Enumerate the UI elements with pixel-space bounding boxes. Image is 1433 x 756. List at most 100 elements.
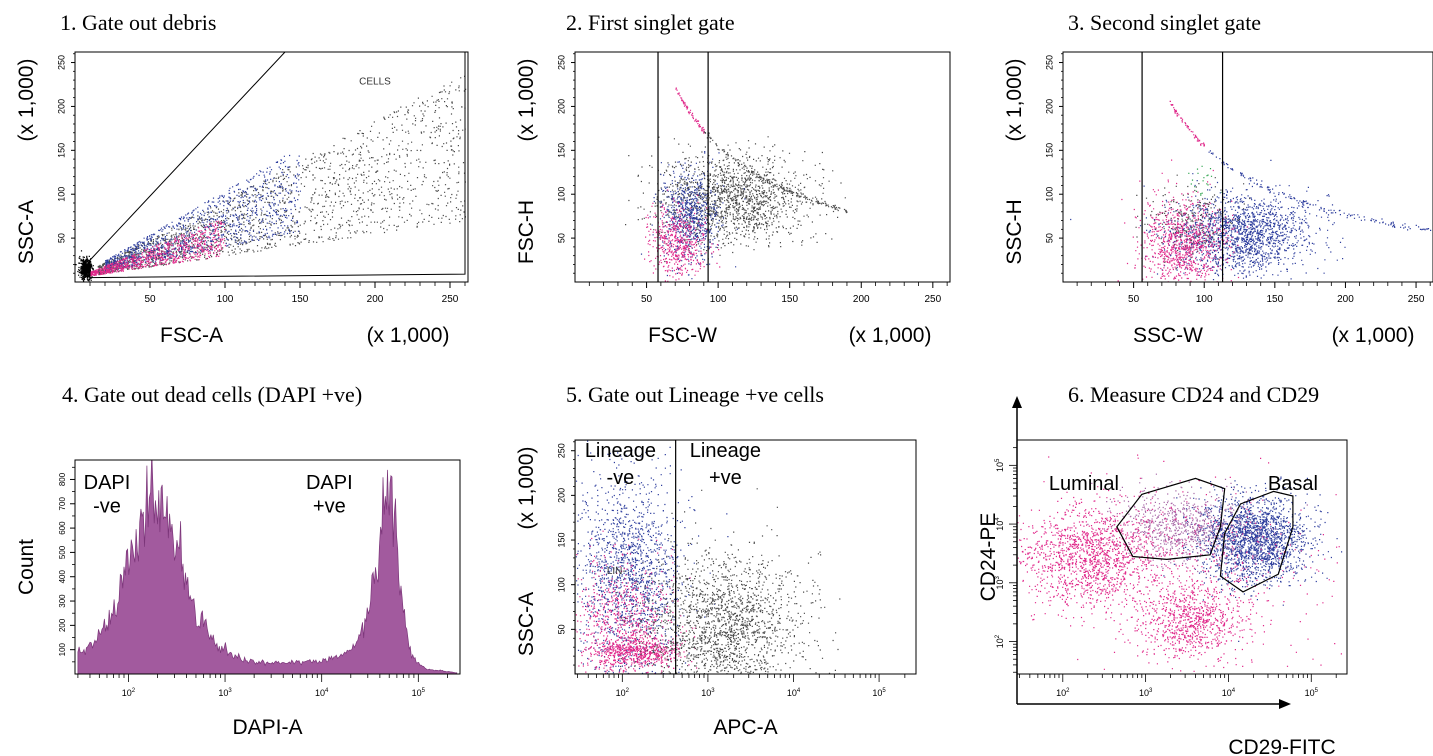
y-tick-label: 50 — [556, 233, 566, 243]
gate-rectangle — [575, 440, 677, 674]
data-points — [1163, 476, 1343, 642]
y-tick-label: 150 — [556, 143, 566, 158]
population-black — [75, 250, 94, 282]
data-points — [75, 250, 94, 282]
population-blue — [105, 154, 301, 273]
x-axis-label: DAPI-A — [232, 716, 302, 739]
population-blue — [640, 151, 746, 280]
y-tick-label: 50 — [56, 233, 66, 243]
plot-frame — [574, 439, 917, 675]
plot-area — [625, 52, 848, 282]
x-tick-label: 250 — [924, 294, 941, 305]
x-tick-label: 102 — [122, 688, 136, 698]
plot-frame — [1016, 439, 1348, 675]
y-tick-label: 250 — [556, 55, 566, 70]
population-magenta — [1169, 100, 1205, 147]
y-tick-label: 250 — [1044, 55, 1054, 70]
panel-6-title: 6. Measure CD24 and CD29 — [1068, 382, 1319, 407]
x-tick-label: 250 — [442, 294, 459, 305]
x-tick-label: 150 — [292, 294, 309, 305]
plot-frame — [74, 51, 469, 283]
data-points — [1087, 473, 1308, 580]
annotation-label: +ve — [709, 467, 742, 489]
x-tick-label: 102 — [1056, 688, 1070, 698]
population-blue — [575, 440, 729, 674]
x-axis-label: FSC-W — [648, 324, 717, 347]
y-tick-label: 150 — [1044, 143, 1054, 158]
plot-area — [1070, 52, 1432, 282]
plot-area — [75, 52, 467, 282]
y-tick-label: 100 — [58, 642, 67, 656]
gate-polygon — [89, 52, 466, 279]
data-points — [1169, 100, 1205, 147]
x-tick-label: 100 — [710, 294, 727, 305]
y-tick-label: 102 — [995, 634, 1006, 648]
x-tick-label: 102 — [616, 688, 630, 698]
x-axis-unit: (x 1,000) — [1332, 324, 1415, 347]
population-magenta — [644, 189, 721, 282]
population-magenta — [675, 87, 705, 134]
y-tick-label: 700 — [58, 497, 67, 511]
plot-frame — [574, 51, 951, 283]
plot-area — [77, 460, 458, 674]
panel-3-title: 3. Second singlet gate — [1068, 10, 1261, 35]
x-tick-label: 100 — [1196, 294, 1213, 305]
population-magenta — [582, 633, 696, 670]
x-tick-label: 104 — [1222, 688, 1236, 698]
y-tick-label: 200 — [56, 99, 66, 114]
data-points — [1208, 150, 1432, 231]
gate-label: LIN- — [607, 566, 626, 577]
y-tick-label: 104 — [995, 517, 1006, 531]
y-tick-label: 200 — [556, 99, 566, 114]
data-points — [1117, 159, 1249, 282]
panel-1: CELLS 50 100 150 200 250 50 100 150 200 250 FSC-A (x… — [15, 51, 469, 347]
data-points — [105, 154, 301, 273]
x-tick-label: 105 — [872, 688, 886, 698]
population-violet — [1087, 473, 1308, 580]
gate-basal — [1219, 490, 1294, 593]
panel-1-title: 1. Gate out debris — [60, 10, 216, 35]
y-tick-label: 500 — [58, 545, 67, 559]
x-axis-label: SSC-W — [1133, 324, 1203, 347]
data-points — [703, 131, 848, 214]
population-magenta — [90, 220, 226, 277]
data-points — [1188, 165, 1223, 196]
y-tick-label: 200 — [58, 618, 67, 632]
x-tick-label: 150 — [1266, 294, 1283, 305]
x-tick-label: 103 — [1139, 688, 1153, 698]
y-tick-label: 100 — [1044, 187, 1054, 202]
gate-luminal — [1116, 477, 1226, 561]
panel-4-title: 4. Gate out dead cells (DAPI +ve) — [62, 382, 362, 407]
x-tick-label: 104 — [315, 688, 329, 698]
population-blue — [1163, 476, 1343, 642]
population-grey — [97, 75, 467, 276]
histogram-area — [77, 460, 458, 674]
plot-area — [1017, 454, 1343, 672]
y-axis-label: SSC-A — [515, 592, 538, 656]
y-axis-label: SSC-H — [1003, 199, 1026, 264]
data-points — [1135, 174, 1251, 270]
data-points — [1113, 554, 1265, 672]
x-tick-label: 50 — [641, 294, 653, 305]
x-axis-label: FSC-A — [160, 324, 223, 347]
data-points — [614, 488, 841, 674]
x-arrow-head — [1279, 699, 1291, 709]
x-axis-label: APC-A — [713, 716, 777, 739]
y-tick-label: 400 — [58, 570, 67, 584]
y-tick-label: 250 — [56, 55, 66, 70]
population-magenta — [1017, 481, 1188, 627]
x-tick-label: 104 — [787, 688, 801, 698]
x-axis-unit: (x 1,000) — [367, 324, 450, 347]
x-tick-label: 103 — [218, 688, 232, 698]
y-tick-label: 50 — [1044, 233, 1054, 243]
plot-frame — [1062, 51, 1433, 283]
x-tick-label: 103 — [701, 688, 715, 698]
panel-5: LIN- 102 103 104 105 50 100 150 200 250 APC-A SSC-A… — [515, 439, 917, 739]
y-tick-label: 103 — [995, 575, 1006, 589]
population-blue — [1208, 150, 1432, 231]
x-tick-label: 50 — [144, 294, 156, 305]
data-points — [675, 87, 705, 134]
panel-3: 50 100 150 200 250 50 100 150 200 250 SSC-W (x 1,00… — [1003, 51, 1433, 347]
x-tick-label: 200 — [853, 294, 870, 305]
